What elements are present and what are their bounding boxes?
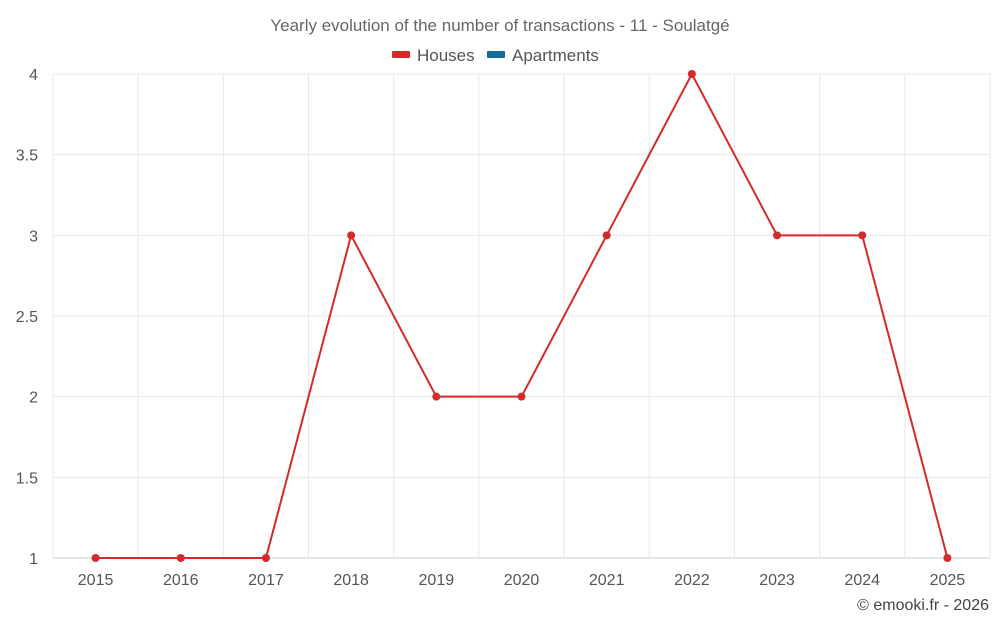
data-point-houses-2018[interactable]: [347, 231, 356, 240]
x-tick-label: 2018: [333, 572, 369, 589]
legend-label-houses: Houses: [417, 46, 475, 65]
x-tick-label: 2020: [504, 572, 540, 589]
x-tick-label: 2017: [248, 572, 284, 589]
data-point-houses-2024[interactable]: [858, 231, 867, 240]
chart-title: Yearly evolution of the number of transa…: [270, 16, 729, 35]
grid: [52, 73, 991, 559]
x-tick-label: 2021: [589, 572, 625, 589]
legend-swatch-houses: [392, 51, 410, 58]
y-tick-label: 1.5: [16, 470, 38, 487]
data-point-houses-2019[interactable]: [432, 392, 441, 401]
x-tick-label: 2024: [844, 572, 880, 589]
legend-label-apartments: Apartments: [512, 46, 599, 65]
data-point-houses-2016[interactable]: [176, 554, 185, 562]
y-tick-label: 1: [29, 551, 38, 568]
x-tick-label: 2022: [674, 572, 710, 589]
x-tick-label: 2019: [419, 572, 455, 589]
y-tick-label: 2.5: [16, 309, 38, 326]
data-point-houses-2017[interactable]: [261, 554, 270, 562]
x-tick-label: 2025: [930, 572, 966, 589]
y-tick-label: 2: [29, 390, 38, 407]
data-point-houses-2021[interactable]: [602, 231, 611, 240]
legend-item-apartments[interactable]: Apartments: [487, 46, 599, 65]
credit-text: © emooki.fr - 2026: [857, 597, 989, 614]
x-axis-ticks: 2015 2016 2017 2018 2019 2020 2021 2022 2023 2024…: [78, 572, 966, 589]
data-point-houses-2020[interactable]: [517, 392, 526, 401]
data-point-houses-2022[interactable]: [687, 70, 696, 78]
x-tick-label: 2015: [78, 572, 114, 589]
y-axis-ticks: 1 1.5 2 2.5 3 3.5 4: [16, 67, 38, 568]
y-tick-label: 3: [29, 228, 38, 245]
legend-item-houses[interactable]: Houses: [392, 46, 475, 65]
data-point-houses-2023[interactable]: [773, 231, 782, 240]
x-tick-label: 2023: [759, 572, 795, 589]
y-tick-label: 3.5: [16, 148, 38, 165]
data-point-houses-2015[interactable]: [91, 554, 100, 562]
y-tick-label: 4: [29, 67, 38, 84]
legend-swatch-apartments: [487, 51, 505, 58]
x-tick-label: 2016: [163, 572, 199, 589]
series-houses: [91, 70, 952, 562]
legend: Houses Apartments: [392, 46, 599, 65]
data-point-houses-2025[interactable]: [943, 554, 952, 562]
